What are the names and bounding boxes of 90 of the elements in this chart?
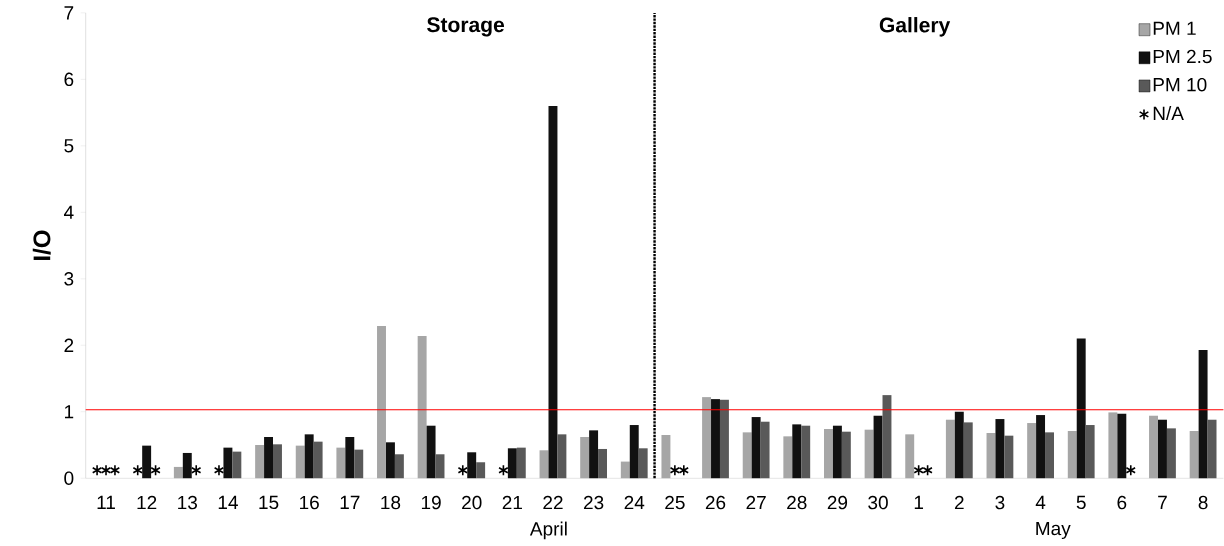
legend-label: N/A bbox=[1153, 106, 1184, 121]
bar bbox=[476, 462, 486, 479]
bar bbox=[963, 422, 973, 479]
x-tick-label: 27 bbox=[746, 495, 766, 510]
x-tick-label: 11 bbox=[97, 495, 115, 510]
bar bbox=[995, 419, 1005, 479]
text: May bbox=[1036, 522, 1071, 540]
legend-label: PM 2.5 bbox=[1153, 49, 1212, 64]
bar bbox=[142, 445, 152, 479]
bar bbox=[711, 399, 720, 479]
x-tick-label: 17 bbox=[340, 495, 360, 510]
x-tick-label: 14 bbox=[218, 495, 238, 510]
x-tick-label: 6 bbox=[1117, 495, 1127, 510]
bar bbox=[223, 447, 233, 479]
bar bbox=[1045, 432, 1054, 479]
x-tick-label: 4 bbox=[1035, 495, 1046, 510]
bar bbox=[638, 448, 648, 479]
bar bbox=[507, 448, 517, 479]
x-tick-label: 29 bbox=[827, 495, 848, 510]
bar bbox=[304, 434, 314, 479]
bar bbox=[385, 442, 395, 479]
bar bbox=[435, 454, 445, 479]
x-tick-label: 3 bbox=[995, 495, 1005, 510]
y-axis-title: I/O bbox=[32, 230, 51, 261]
x-tick-label: 21 bbox=[502, 495, 522, 510]
x-tick-label: 8 bbox=[1198, 495, 1208, 510]
text: April bbox=[529, 521, 567, 540]
bar bbox=[598, 449, 608, 479]
x-tick-label: 23 bbox=[583, 495, 604, 510]
bar bbox=[792, 424, 802, 479]
bar bbox=[516, 447, 526, 479]
bar bbox=[264, 437, 274, 479]
x-tick-label: 13 bbox=[178, 495, 198, 510]
y-tick-label: 5 bbox=[64, 139, 74, 153]
y-tick-label: 4 bbox=[63, 205, 74, 220]
x-tick-label: 7 bbox=[1158, 495, 1167, 510]
y-tick-label: 3 bbox=[64, 272, 74, 286]
annotation: Storage bbox=[427, 17, 505, 37]
bar bbox=[394, 454, 404, 479]
bar bbox=[841, 431, 851, 479]
bar bbox=[629, 425, 639, 479]
bar bbox=[1117, 413, 1127, 479]
x-tick-label: 26 bbox=[705, 495, 726, 510]
x-tick-label: 20 bbox=[462, 495, 482, 510]
bar bbox=[313, 441, 323, 479]
bar bbox=[1076, 338, 1086, 479]
bar bbox=[1036, 415, 1046, 479]
bar bbox=[873, 415, 883, 479]
bar bbox=[801, 425, 811, 479]
bar bbox=[1004, 435, 1014, 479]
bar bbox=[1198, 350, 1208, 479]
x-tick-label: 5 bbox=[1076, 495, 1086, 510]
x-tick-label: 16 bbox=[300, 495, 319, 510]
x-tick-label: 18 bbox=[381, 495, 401, 510]
annotation: Gallery bbox=[879, 17, 951, 37]
bar bbox=[760, 421, 770, 479]
bar bbox=[751, 417, 761, 479]
bar bbox=[182, 453, 192, 479]
x-tick-label: 30 bbox=[868, 495, 888, 510]
x-tick-label: 25 bbox=[665, 495, 685, 510]
x-tick-label: 28 bbox=[787, 495, 807, 510]
x-tick-label: 2 bbox=[954, 495, 964, 510]
bar bbox=[832, 425, 842, 479]
x-tick-label: 19 bbox=[421, 495, 441, 510]
legend-label: PM 10 bbox=[1153, 78, 1207, 92]
bar bbox=[354, 449, 364, 479]
bar bbox=[719, 399, 729, 479]
bar bbox=[345, 437, 355, 479]
y-tick-label: 0 bbox=[64, 471, 74, 486]
x-tick-label: 1 bbox=[914, 495, 924, 510]
bar bbox=[1085, 425, 1095, 479]
x-tick-label: 12 bbox=[137, 495, 157, 510]
bar bbox=[589, 430, 599, 479]
bar bbox=[426, 425, 436, 479]
bar bbox=[1207, 419, 1217, 479]
bar bbox=[1157, 419, 1167, 479]
y-tick-label: 1 bbox=[64, 405, 74, 419]
bar bbox=[232, 451, 242, 479]
x-tick-label: 15 bbox=[259, 495, 279, 510]
bar bbox=[273, 444, 282, 479]
x-tick-label: 24 bbox=[624, 495, 645, 510]
bar bbox=[954, 411, 964, 479]
bar bbox=[557, 434, 567, 479]
bar bbox=[1166, 428, 1176, 479]
y-tick-label: 6 bbox=[64, 72, 74, 87]
y-tick-label: 7 bbox=[64, 6, 74, 20]
x-tick-label: 22 bbox=[543, 495, 563, 510]
y-tick-label: 2 bbox=[64, 338, 74, 353]
bar bbox=[467, 452, 477, 479]
legend-label: PM 1 bbox=[1153, 21, 1196, 35]
